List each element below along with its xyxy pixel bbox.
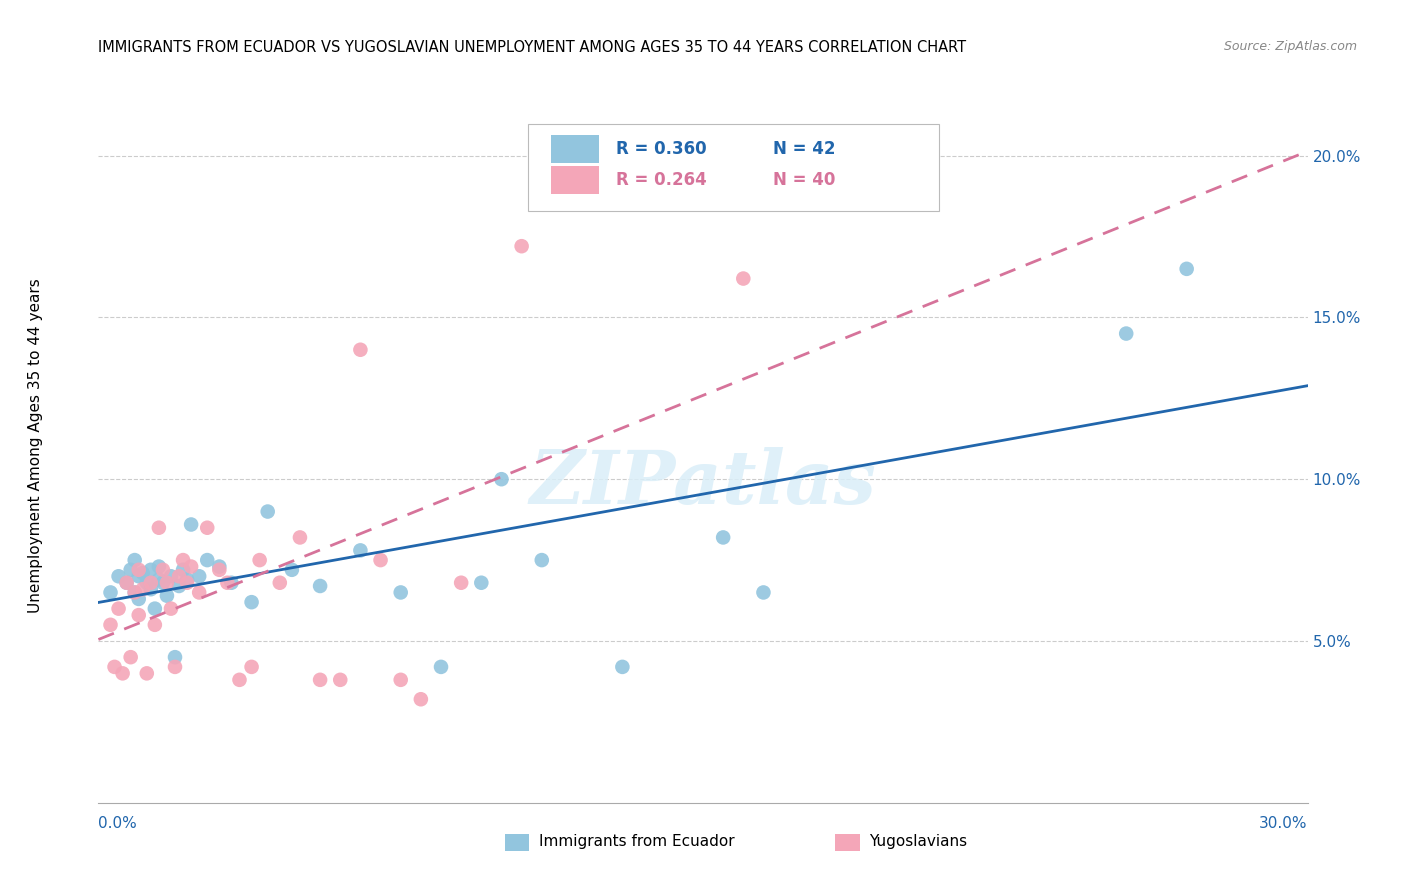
Point [128,563,150,577]
Point [430,660,453,674]
Point [389,673,412,687]
Point [148,521,170,535]
Point [111,666,134,681]
Point [281,563,304,577]
Point [1115,326,1137,341]
Point [329,673,352,687]
Point [115,575,138,590]
Point [115,575,138,590]
Point [309,579,332,593]
Text: Unemployment Among Ages 35 to 44 years: Unemployment Among Ages 35 to 44 years [28,278,42,614]
Point [752,585,775,599]
Text: Yugoslavians: Yugoslavians [869,834,967,848]
Point [135,575,157,590]
Point [160,601,183,615]
Point [132,582,155,597]
FancyBboxPatch shape [551,166,599,194]
Point [163,660,186,674]
Point [139,582,162,597]
Text: Source: ZipAtlas.com: Source: ZipAtlas.com [1223,40,1357,54]
Point [208,563,231,577]
FancyBboxPatch shape [527,124,939,211]
Point [152,563,174,577]
Point [530,553,553,567]
Point [128,569,150,583]
Point [107,569,129,583]
Point [160,569,183,583]
Point [370,553,392,567]
Point [163,650,186,665]
Point [172,553,194,567]
Point [180,517,202,532]
Point [128,608,150,623]
Point [128,591,150,606]
Text: 0.0%: 0.0% [98,816,138,831]
Point [167,569,190,583]
Point [167,579,190,593]
Point [172,563,194,577]
Point [450,575,472,590]
Point [612,660,634,674]
Point [103,660,125,674]
Point [188,569,211,583]
Point [180,559,202,574]
Point [1175,261,1198,276]
Point [100,617,122,632]
Point [349,543,371,558]
Point [152,575,174,590]
Text: N = 42: N = 42 [773,140,835,158]
FancyBboxPatch shape [551,135,599,162]
Text: R = 0.264: R = 0.264 [616,171,707,189]
Text: Immigrants from Ecuador: Immigrants from Ecuador [538,834,735,848]
Point [491,472,513,486]
Point [240,660,263,674]
Point [143,617,166,632]
Point [124,585,146,599]
Point [148,573,170,587]
Point [208,559,231,574]
Point [389,585,412,599]
Text: R = 0.360: R = 0.360 [616,140,707,158]
Point [100,585,122,599]
Point [269,575,291,590]
Point [288,531,311,545]
Point [143,601,166,615]
Point [195,521,218,535]
Point [221,575,243,590]
Text: IMMIGRANTS FROM ECUADOR VS YUGOSLAVIAN UNEMPLOYMENT AMONG AGES 35 TO 44 YEARS CO: IMMIGRANTS FROM ECUADOR VS YUGOSLAVIAN U… [98,40,966,55]
Point [132,566,155,580]
Point [135,666,157,681]
Point [711,531,734,545]
Point [249,553,271,567]
Point [156,589,179,603]
Point [148,559,170,574]
Point [256,504,278,518]
Point [176,573,198,587]
Point [510,239,533,253]
Point [409,692,432,706]
Point [217,575,239,590]
Point [188,585,211,599]
Point [156,575,179,590]
Point [240,595,263,609]
Point [309,673,332,687]
Text: ZIPatlas: ZIPatlas [530,447,876,519]
Point [176,575,198,590]
Text: 30.0%: 30.0% [1260,816,1308,831]
Point [120,650,142,665]
Point [733,271,755,285]
Text: N = 40: N = 40 [773,171,835,189]
Point [124,585,146,599]
Point [107,601,129,615]
Point [139,563,162,577]
Point [139,575,162,590]
Point [349,343,371,357]
Point [124,553,146,567]
Point [195,553,218,567]
Point [228,673,250,687]
Point [120,563,142,577]
Point [470,575,492,590]
